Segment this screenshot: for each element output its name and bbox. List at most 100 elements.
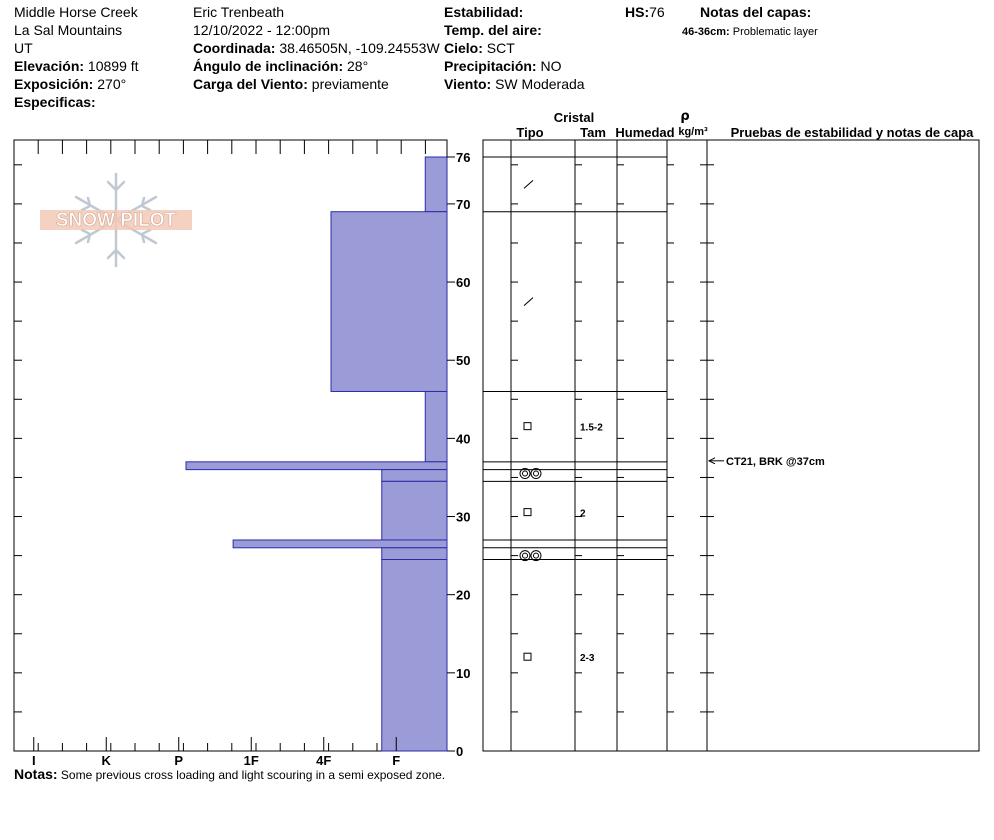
hoar-symbol <box>519 468 531 480</box>
hoar-symbol-inner <box>533 470 539 477</box>
hs-label: HS: <box>625 4 650 20</box>
notes-label: Notas: <box>14 766 58 782</box>
observation-datetime: 12/10/2022 - 12:00pm <box>193 22 330 38</box>
layer-table-frame <box>482 139 980 752</box>
stability: Estabilidad: <box>444 3 523 21</box>
density-rho-header: ρ <box>680 109 689 124</box>
type-header: Tipo <box>516 125 543 140</box>
hardness-bar <box>381 480 448 541</box>
hardness-axis-labels: I K P 1F 4F F <box>32 737 400 768</box>
facet-symbol <box>523 508 532 517</box>
logo-banner <box>40 210 192 230</box>
hoar-symbol <box>530 550 542 562</box>
hardness-bar <box>424 390 448 463</box>
grain-size-label: 2-3 <box>580 653 595 664</box>
profile-notes: Notas: Some previous cross loading and l… <box>14 766 445 782</box>
hoar-symbol-inner <box>522 470 528 477</box>
specifics: Especificas: <box>14 93 96 111</box>
snow-height: HS:76 <box>625 3 665 21</box>
depth-label: 0 <box>456 744 463 759</box>
layer-note-range: 46-36cm: <box>682 26 730 38</box>
density-unit-header: kg/m³ <box>678 126 708 138</box>
tests-header: Pruebas de estabilidad y notas de capa <box>731 125 975 140</box>
slope-value: 28° <box>347 58 369 74</box>
sky-value: SCT <box>486 40 515 56</box>
specifics-label: Especificas: <box>14 94 96 110</box>
precipitation: Precipitación: NO <box>444 57 561 75</box>
hoar-symbol-inner <box>522 552 528 559</box>
snowpilot-logo: SNOW PILOT <box>40 172 192 268</box>
hardness-bar <box>424 156 448 213</box>
hardness-label: 4F <box>316 753 331 768</box>
location-name: Middle Horse Creek <box>14 4 138 20</box>
grain-symbols <box>519 179 542 661</box>
facet-symbol <box>523 652 532 661</box>
depth-label: 30 <box>456 510 470 525</box>
hardness-bar <box>381 559 448 752</box>
moisture-header: Humedad <box>615 125 674 140</box>
hardness-label: K <box>102 753 112 768</box>
depth-axis: 0 10 20 30 40 50 60 70 76 <box>447 150 470 759</box>
air-temp: Temp. del aire: <box>444 21 542 39</box>
fragment-symbol <box>523 179 534 189</box>
logo-text: SNOW PILOT <box>56 210 177 231</box>
hs-value: 76 <box>649 4 665 20</box>
wind: Viento: SW Moderada <box>444 75 585 93</box>
sky-label: Cielo: <box>444 40 483 56</box>
hardness-bar <box>330 211 448 392</box>
elevation: Elevación: 10899 ft <box>14 57 139 75</box>
depth-label: 20 <box>456 588 470 603</box>
notes-text: Some previous cross loading and light sc… <box>60 768 446 782</box>
wind-value: SW Moderada <box>495 76 585 92</box>
state-name: UT <box>14 40 33 56</box>
grain-size-label: 1.5-2 <box>580 423 603 434</box>
stability-tests: CT21, BRK @37cm <box>707 456 825 468</box>
size-header: Tam <box>580 125 606 140</box>
hardness-label: P <box>174 753 183 768</box>
coord-value: 38.46505N, -109.24553W <box>279 40 440 56</box>
table-depth-ticks <box>511 164 714 752</box>
observer-name: Eric Trenbeath <box>193 4 285 20</box>
elevation-value: 10899 ft <box>87 58 139 74</box>
wind-loading: Carga del Viento: previamente <box>193 75 389 93</box>
layer-note: 46-36cm: Problematic layer <box>682 23 818 41</box>
grain-size-label: 2 <box>580 509 586 520</box>
depth-label: 60 <box>456 275 470 290</box>
layer-boundary-lines <box>483 156 667 561</box>
layer-note-text: Problematic layer <box>732 26 818 38</box>
layer-notes-label: Notas del capas: <box>700 4 812 20</box>
left-tick-marks <box>14 164 22 752</box>
hardness-label: F <box>392 753 400 768</box>
fragment-symbol <box>523 297 534 306</box>
slope-label: Ángulo de inclinación: <box>193 58 344 74</box>
hardness-bar <box>232 539 448 549</box>
coordinates: Coordinada: 38.46505N, -109.24553W <box>193 39 440 57</box>
slope-angle: Ángulo de inclinación: 28° <box>193 57 368 75</box>
aspect-label: Exposición: <box>14 76 94 92</box>
test-label: CT21, BRK @37cm <box>726 456 825 468</box>
depth-label: 76 <box>456 150 470 165</box>
depth-label: 10 <box>456 666 470 681</box>
depth-label: 70 <box>456 197 470 212</box>
depth-label: 40 <box>456 431 470 446</box>
crystal-header: Cristal <box>554 110 594 125</box>
facet-symbol <box>523 422 532 431</box>
wind-load-label: Carga del Viento: <box>193 76 308 92</box>
wind-label: Viento: <box>444 76 492 92</box>
hoar-symbol <box>530 468 542 480</box>
aspect: Exposición: 270° <box>14 75 126 93</box>
sky: Cielo: SCT <box>444 39 515 57</box>
range-name: La Sal Mountains <box>14 22 123 38</box>
grain-sizes: 1.5-2 2 2-3 <box>580 423 603 665</box>
hardness-bar <box>185 461 448 471</box>
hoar-symbol-inner <box>533 552 539 559</box>
depth-label: 50 <box>456 353 470 368</box>
hardness-bar <box>381 469 448 482</box>
hardness-bar <box>381 547 448 561</box>
top-tick-marks <box>13 140 426 751</box>
hardness-label: 1F <box>244 753 259 768</box>
coord-label: Coordinada: <box>193 40 276 56</box>
aspect-value: 270° <box>97 76 127 92</box>
wind-load-value: previamente <box>311 76 389 92</box>
hoar-symbol <box>519 550 531 562</box>
